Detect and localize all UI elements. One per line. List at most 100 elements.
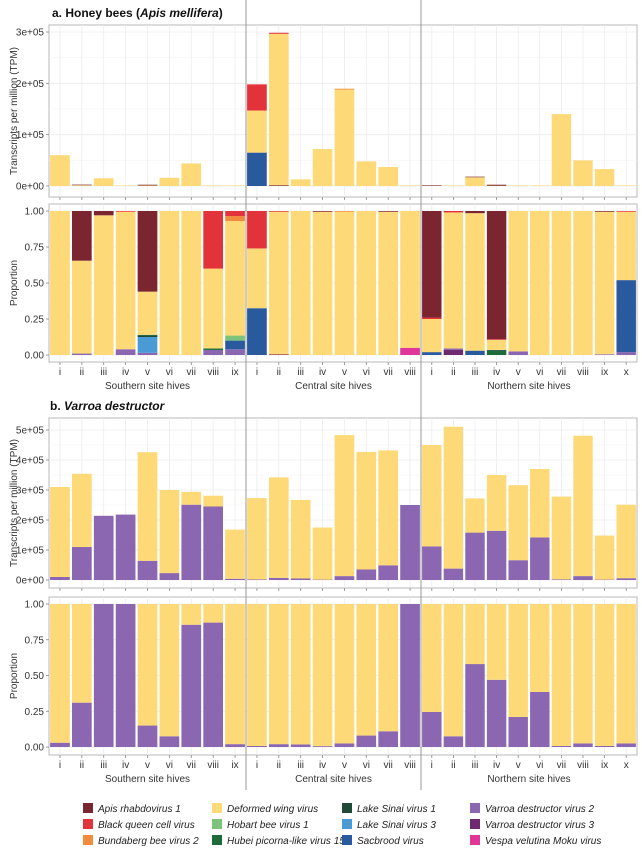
bar-segment (137, 352, 158, 355)
bar-segment (71, 473, 92, 547)
x-tick-label: v (516, 760, 521, 771)
legend-swatch (83, 835, 93, 845)
x-tick-label: viii (207, 367, 219, 378)
bar-segment (530, 604, 550, 692)
bar-segment (378, 211, 399, 212)
bar-segment (508, 185, 528, 186)
bar-segment (486, 350, 507, 355)
legend-item: Bundaberg bee virus 2 (83, 835, 199, 847)
y-tick-label: 3e+05 (16, 486, 45, 497)
bar-segment (268, 211, 289, 355)
x-tick-label: ii (451, 367, 455, 378)
x-tick-label: ix (231, 760, 238, 771)
panel-b-title: b. Varroa destructor (50, 399, 166, 413)
bar-segment (159, 604, 180, 737)
bar-segment (465, 213, 485, 351)
x-tick-label: i (431, 760, 433, 771)
legend-item: Varroa destructor virus 2 (470, 803, 595, 815)
bar-segment (312, 604, 333, 747)
bar-segment (594, 354, 615, 355)
bar-segment (486, 339, 507, 350)
y-tick-label: 5e+05 (16, 426, 45, 437)
x-tick-label: vi (166, 367, 173, 378)
y-tick-label: 1e+05 (16, 130, 45, 141)
x-tick-label: ii (277, 367, 281, 378)
bar-segment (137, 337, 158, 353)
bar-segment (594, 579, 615, 580)
x-tick-label: iii (472, 367, 479, 378)
bar-segment (530, 691, 550, 747)
x-tick-label: vii (383, 760, 392, 771)
bar-segment (422, 546, 442, 580)
y-axis-label: Transcripts per million (TPM) (9, 439, 20, 567)
bar-segment (268, 33, 289, 186)
bar-segment (334, 211, 355, 212)
x-tick-label: viii (404, 367, 416, 378)
bar-segment (137, 291, 158, 335)
y-tick-label: 0.00 (25, 351, 45, 362)
bar-segment (181, 163, 202, 186)
bar-segment (616, 578, 636, 580)
y-tick-label: 3e+05 (16, 28, 45, 39)
bar-segment (530, 469, 550, 538)
bar-segment (225, 578, 245, 580)
bar-segment (551, 211, 572, 355)
x-tick-label: i (59, 760, 61, 771)
bar-segment (422, 352, 442, 355)
legend-label: Lake Sinai virus 1 (357, 804, 436, 815)
x-tick-label: v (145, 760, 150, 771)
bar-segment (334, 576, 355, 580)
legend-swatch (83, 803, 93, 813)
bar-segment (356, 735, 377, 747)
bar-segment (443, 568, 464, 580)
x-group-label: Central site hives (295, 381, 372, 392)
bar-segment (203, 506, 224, 580)
x-tick-label: vii (383, 367, 392, 378)
y-tick-label: 1.00 (25, 600, 45, 611)
bar-segment (594, 211, 615, 212)
x-tick-label: ix (601, 367, 608, 378)
x-tick-label: vi (536, 367, 543, 378)
bar-segment (400, 211, 420, 348)
legend-swatch (470, 819, 480, 829)
bar-segment (225, 211, 245, 217)
bar-segment (50, 742, 70, 747)
legend-swatch (83, 819, 93, 829)
bar-segment (486, 339, 507, 340)
x-tick-label: vii (557, 367, 566, 378)
legend-label: Hubei picorna-like virus 15 (227, 836, 345, 847)
bar-segment (551, 604, 572, 746)
legend-item: Apis rhabdovirus 1 (83, 803, 181, 815)
bar-segment (508, 604, 528, 717)
x-tick-label: ii (277, 760, 281, 771)
bar-segment (465, 176, 485, 178)
bar-segment (93, 211, 114, 216)
bar-segment (422, 185, 442, 186)
bar-segment (508, 351, 528, 355)
x-tick-label: iv (319, 760, 326, 771)
bar-segment (247, 498, 267, 580)
bar-segment (137, 184, 158, 186)
bar-segment (203, 622, 224, 747)
bar-segment (616, 352, 636, 355)
legend-swatch (212, 819, 222, 829)
bar-segment (290, 179, 311, 186)
bar-segment (465, 350, 485, 355)
bar-segment (573, 604, 593, 744)
bar-segment (137, 604, 158, 726)
bar-segment (443, 426, 464, 569)
x-tick-label: i (59, 367, 61, 378)
bar-segment (225, 221, 245, 336)
bar-segment (378, 731, 399, 747)
bar-segment (486, 604, 507, 680)
bar-segment (115, 211, 136, 212)
x-tick-label: ix (601, 760, 608, 771)
x-group-label: Southern site hives (105, 381, 190, 392)
x-group-label: Southern site hives (105, 774, 190, 785)
legend-label: Varroa destructor virus 3 (485, 820, 595, 831)
legend-label: Bundaberg bee virus 2 (98, 836, 199, 847)
bar-segment (334, 435, 355, 577)
bar-segment (181, 491, 202, 505)
bar-segment (181, 604, 202, 625)
